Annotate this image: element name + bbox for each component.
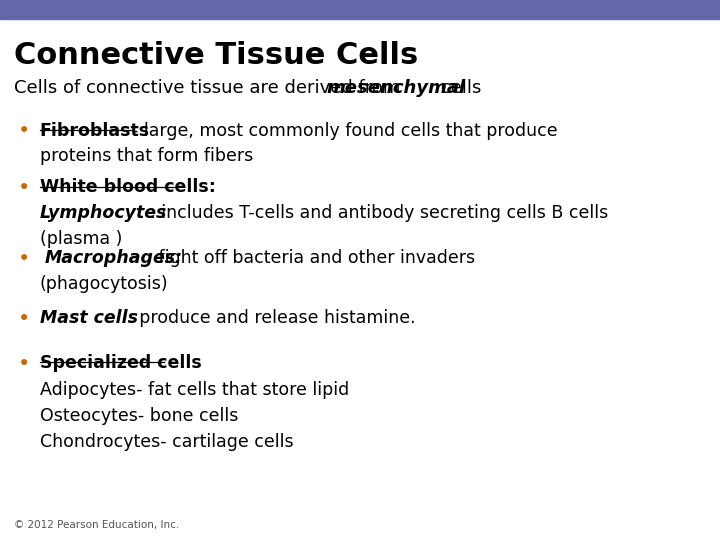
Text: mesenchymal: mesenchymal bbox=[326, 79, 465, 97]
Text: Macrophages:: Macrophages: bbox=[45, 249, 183, 267]
Text: © 2012 Pearson Education, Inc.: © 2012 Pearson Education, Inc. bbox=[14, 520, 180, 530]
Text: •: • bbox=[18, 249, 30, 269]
Text: fight off bacteria and other invaders: fight off bacteria and other invaders bbox=[153, 249, 475, 267]
Text: - large, most commonly found cells that produce: - large, most commonly found cells that … bbox=[132, 122, 557, 139]
Text: cells: cells bbox=[435, 79, 481, 97]
Text: Lymphocytes: Lymphocytes bbox=[40, 204, 167, 222]
Text: Cells of connective tissue are derived from: Cells of connective tissue are derived f… bbox=[14, 79, 407, 97]
Text: : produce and release histamine.: : produce and release histamine. bbox=[128, 309, 415, 327]
Text: Specialized cells: Specialized cells bbox=[40, 354, 202, 372]
Text: : includes T-cells and antibody secreting cells B cells: : includes T-cells and antibody secretin… bbox=[150, 204, 608, 222]
Text: Adipocytes- fat cells that store lipid: Adipocytes- fat cells that store lipid bbox=[40, 381, 349, 399]
Text: •: • bbox=[18, 309, 30, 329]
Text: proteins that form fibers: proteins that form fibers bbox=[40, 147, 253, 165]
Text: Connective Tissue Cells: Connective Tissue Cells bbox=[14, 40, 418, 70]
Text: White blood cells:: White blood cells: bbox=[40, 178, 215, 196]
Text: Fibroblasts: Fibroblasts bbox=[40, 122, 150, 139]
Text: (plasma ): (plasma ) bbox=[40, 230, 122, 248]
Text: (phagocytosis): (phagocytosis) bbox=[40, 275, 168, 293]
Text: •: • bbox=[18, 354, 30, 374]
Text: Chondrocytes- cartilage cells: Chondrocytes- cartilage cells bbox=[40, 433, 293, 450]
Text: •: • bbox=[18, 178, 30, 198]
Text: •: • bbox=[18, 122, 30, 141]
Text: Mast cells: Mast cells bbox=[40, 309, 138, 327]
Text: Osteocytes- bone cells: Osteocytes- bone cells bbox=[40, 407, 238, 424]
